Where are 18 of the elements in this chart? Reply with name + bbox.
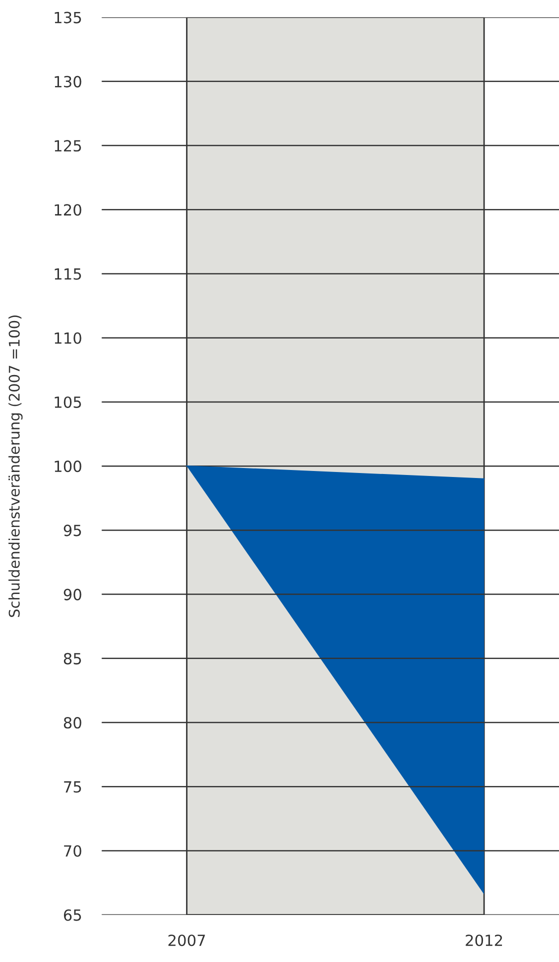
y-tick-label: 135: [54, 12, 81, 24]
x-tick-label: 2007: [168, 934, 205, 946]
y-tick-label: 75: [64, 781, 81, 793]
y-tick-label: 85: [64, 652, 81, 664]
x-tick-label: 2012: [466, 934, 502, 946]
y-tick-label: 90: [64, 588, 82, 600]
y-tick-label: 70: [64, 845, 82, 857]
y-tick-label: 80: [64, 716, 82, 729]
y-tick-label: 110: [54, 332, 82, 344]
y-tick-label: 115: [54, 268, 81, 280]
y-axis-title: Schuldendienstveränderung (2007 =100): [8, 316, 23, 617]
y-tick-label: 120: [54, 204, 82, 216]
y-tick-label: 125: [54, 140, 81, 152]
y-tick-label: 100: [54, 460, 82, 472]
y-tick-label: 65: [64, 909, 81, 921]
y-tick-label: 105: [54, 396, 81, 408]
y-tick-label: 130: [54, 76, 82, 88]
y-tick-label: 95: [64, 524, 81, 536]
